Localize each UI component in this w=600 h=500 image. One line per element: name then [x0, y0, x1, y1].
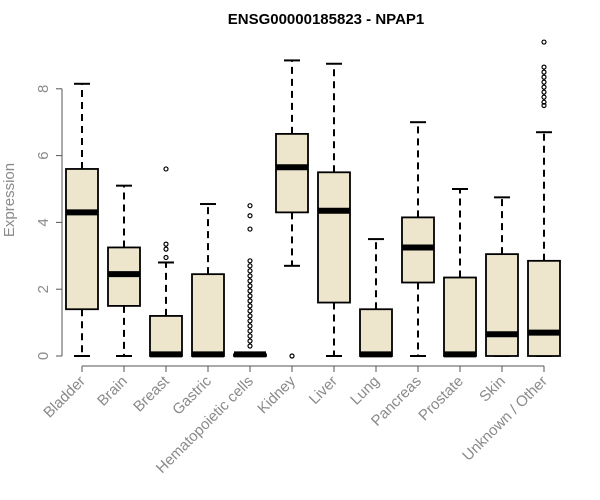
iqr-box [485, 253, 519, 357]
outlier-point [541, 79, 547, 85]
iqr-box [65, 168, 99, 311]
box-liver [317, 62, 351, 357]
outlier-point [247, 278, 253, 284]
x-tick-label: Liver [306, 373, 341, 408]
outlier-point [247, 288, 253, 294]
outlier-point [541, 39, 547, 45]
y-tick-label: 0 [35, 352, 52, 360]
y-tick-label: 4 [35, 218, 52, 226]
outlier-point [247, 273, 253, 279]
boxes-layer [65, 39, 561, 359]
iqr-box [443, 276, 477, 357]
box-unknown-other [527, 39, 561, 357]
iqr-box [527, 259, 561, 357]
iqr-box [359, 308, 393, 357]
outlier-point [247, 343, 253, 349]
box-brain [107, 184, 141, 357]
box-lung [359, 238, 393, 358]
iqr-box [317, 171, 351, 304]
x-tick-label: Skin [476, 373, 509, 406]
box-hematopoietic-cells [233, 203, 267, 358]
box-prostate [443, 188, 477, 358]
outlier-point [247, 338, 253, 344]
y-axis-label: Expression [1, 163, 18, 237]
x-tick-label: Bladder [40, 373, 89, 422]
box-skin [485, 196, 519, 357]
y-tick-label: 6 [35, 151, 52, 159]
outlier-point [163, 254, 169, 261]
outlier-point [247, 258, 253, 264]
x-tick-label: Breast [130, 372, 173, 415]
outlier-point [163, 166, 169, 172]
iqr-box [275, 132, 309, 214]
outlier-point [247, 328, 253, 334]
outlier-point [247, 323, 253, 329]
outlier-point [541, 94, 547, 100]
outlier-point [163, 241, 169, 247]
outlier-point [541, 89, 547, 95]
outlier-point [541, 102, 547, 109]
x-tick-label: Prostate [415, 373, 467, 425]
outlier-point [247, 298, 253, 304]
outlier-point [247, 268, 253, 274]
outlier-point [541, 64, 547, 70]
outlier-point [247, 318, 253, 324]
y-tick-label: 8 [35, 85, 52, 93]
outlier-point [289, 353, 295, 359]
outlier-point [247, 263, 253, 269]
outlier-point [247, 333, 253, 339]
x-tick-label: Kidney [254, 372, 299, 417]
box-gastric [191, 203, 225, 358]
y-tick-label: 2 [35, 285, 52, 293]
outlier-point [247, 303, 253, 309]
outlier-point [541, 99, 547, 105]
box-breast [149, 166, 183, 358]
outlier-point [247, 226, 253, 232]
x-tick-label: Lung [347, 373, 383, 409]
box-bladder [65, 82, 99, 357]
chart-title: ENSG00000185823 - NPAP1 [228, 11, 425, 28]
box-kidney [275, 59, 309, 359]
outlier-point [247, 203, 253, 209]
x-tick-label: Brain [94, 373, 131, 410]
iqr-box [149, 315, 183, 357]
iqr-box [191, 273, 225, 357]
outlier-point [541, 84, 547, 90]
outlier-point [247, 283, 253, 289]
outlier-point [163, 246, 169, 252]
box-pancreas [401, 121, 435, 357]
outlier-point [541, 69, 547, 75]
outlier-point [247, 313, 253, 319]
outlier-point [247, 213, 253, 219]
outlier-point [247, 293, 253, 299]
outlier-point [541, 74, 547, 80]
outlier-point [247, 308, 253, 314]
y-axis: 0 2 4 6 8 [35, 85, 63, 360]
